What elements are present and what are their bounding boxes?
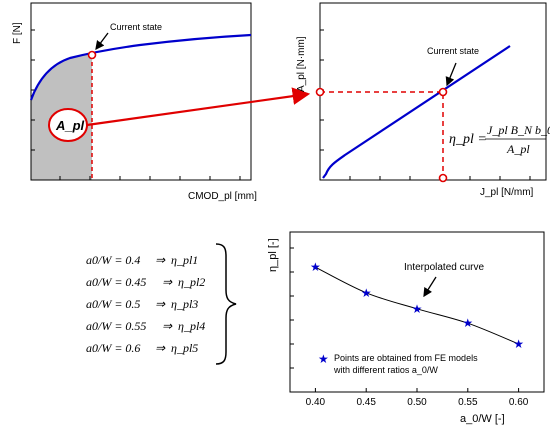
fe-data-points: ★ ★ ★ ★ ★ xyxy=(310,260,524,351)
x-tick-label: 0.55 xyxy=(458,397,478,408)
data-point-star: ★ xyxy=(310,260,321,274)
data-point-star: ★ xyxy=(412,302,423,316)
equation-row: a0/W = 0.45 xyxy=(86,275,146,289)
equation-implies: ⇒ xyxy=(155,253,166,267)
equation-implies: ⇒ xyxy=(162,275,173,289)
equation-row: a0/W = 0.55 xyxy=(86,319,146,333)
current-state-pointer-2 xyxy=(445,62,457,87)
panel-work-jintegral: Current state η_pl = J_pl B_N b_0 A_pl A… xyxy=(296,2,550,198)
equation-implies: ⇒ xyxy=(155,297,166,311)
panel1-frame xyxy=(30,2,252,181)
panel1-xlabel: CMOD_pl [mm] xyxy=(188,191,257,202)
ratio-equation-list: a0/W = 0.4 ⇒ η_pl1 a0/W = 0.45 ⇒ η_pl2 a… xyxy=(86,243,237,365)
area-label: A_pl xyxy=(55,118,85,133)
interpolated-curve xyxy=(315,266,519,345)
equation-eta: η_pl1 xyxy=(171,253,198,267)
legend-star-icon: ★ xyxy=(318,352,329,366)
legend-line2: with different ratios a_0/W xyxy=(333,365,438,375)
equation-implies: ⇒ xyxy=(155,341,166,355)
data-point-star: ★ xyxy=(361,286,372,300)
equation-row: a0/W = 0.6 xyxy=(86,341,140,355)
current-state-label-2: Current state xyxy=(427,46,479,56)
work-start-point xyxy=(315,87,325,97)
current-state-point-2 xyxy=(438,87,448,97)
equation-eta: η_pl5 xyxy=(171,341,198,355)
equation-implies: ⇒ xyxy=(162,319,173,333)
formula-lhs: η_pl = xyxy=(449,132,487,147)
right-curly-brace xyxy=(215,243,237,365)
formula-numerator: J_pl B_N b_0 xyxy=(487,123,550,137)
force-cmod-curve xyxy=(29,33,252,101)
panel-eta-ratio: 0.40 0.45 0.50 0.55 0.60 ★ ★ ★ ★ ★ Interpolated … xyxy=(267,231,545,425)
data-point-star: ★ xyxy=(513,337,524,351)
equation-eta: η_pl4 xyxy=(178,319,205,333)
x-tick-label: 0.45 xyxy=(356,397,376,408)
panel3-ylabel: η_pl [-] xyxy=(267,238,279,272)
panel3-xlabel: a_0/W [-] xyxy=(460,413,505,425)
area-to-work-arrow xyxy=(86,87,311,127)
work-jintegral-curve xyxy=(322,45,511,179)
x-tick-label: 0.50 xyxy=(407,397,427,408)
curve-label: Interpolated curve xyxy=(404,262,484,273)
eta-formula: η_pl = J_pl B_N b_0 A_pl xyxy=(449,123,550,156)
formula-denominator: A_pl xyxy=(506,142,530,156)
current-state-label: Current state xyxy=(110,22,162,32)
current-state-point xyxy=(87,50,97,60)
x-tick-label: 0.40 xyxy=(306,397,326,408)
panel2-ylabel: A_pl [N·mm] xyxy=(296,36,307,92)
j-value-point xyxy=(438,173,448,183)
equation-row: a0/W = 0.5 xyxy=(86,297,140,311)
curve-label-pointer xyxy=(423,276,437,298)
current-state-pointer xyxy=(95,32,109,51)
panel1-ylabel: F [N] xyxy=(12,22,23,44)
equation-eta: η_pl2 xyxy=(178,275,205,289)
panel-force-cmod: Current state A_pl F [N] CMOD_pl [mm] xyxy=(12,2,257,202)
x-tick-label: 0.60 xyxy=(509,397,529,408)
legend-line1: Points are obtained from FE models xyxy=(334,353,478,363)
panel3-xticks: 0.40 0.45 0.50 0.55 0.60 xyxy=(306,388,529,408)
data-point-star: ★ xyxy=(462,316,473,330)
panel2-xlabel: J_pl [N/mm] xyxy=(480,187,534,198)
equation-row: a0/W = 0.4 xyxy=(86,253,140,267)
equation-eta: η_pl3 xyxy=(171,297,198,311)
